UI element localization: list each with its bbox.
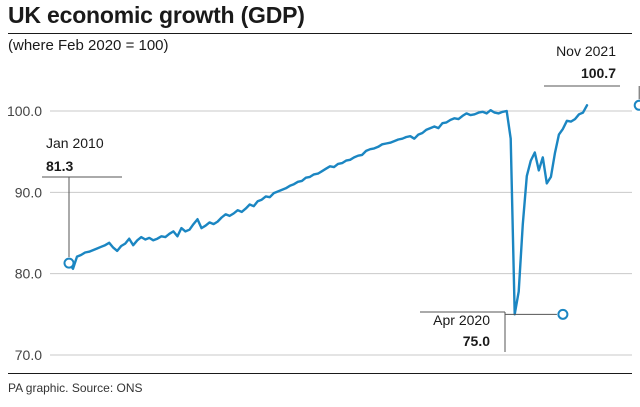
gridlines <box>50 110 632 356</box>
annotation-point-marker <box>63 257 75 269</box>
y-tick-label: 100.0 <box>7 103 42 119</box>
source-credit: PA graphic. Source: ONS <box>8 381 143 395</box>
annotation-date-label: Jan 2010 <box>46 135 104 151</box>
footer-rule <box>8 373 632 374</box>
annotation-value-label: 100.7 <box>581 65 616 81</box>
y-tick-label: 80.0 <box>15 266 42 282</box>
chart-subtitle: (where Feb 2020 = 100) <box>8 37 169 54</box>
series-layer <box>67 104 589 316</box>
annotation-date-label: Nov 2021 <box>556 43 616 59</box>
annotation-value-label: 81.3 <box>46 158 73 174</box>
y-axis-ticks: 70.0 80.0 90.0 100.0 <box>7 103 42 363</box>
annotation-date-label: Apr 2020 <box>433 312 490 328</box>
title-rule-top <box>8 33 632 34</box>
y-tick-label: 90.0 <box>15 184 42 200</box>
annotation-point-marker <box>557 308 569 320</box>
y-tick-label: 70.0 <box>15 347 42 363</box>
annotation-point-marker <box>633 99 640 111</box>
annotation-value-label: 75.0 <box>463 333 490 349</box>
gdp-series-line <box>67 104 589 316</box>
annotations-layer: Jan 2010 81.3 Apr 2020 75.0 Nov 2021 100.7 <box>42 43 640 352</box>
chart-title: UK economic growth (GDP) <box>8 2 305 28</box>
